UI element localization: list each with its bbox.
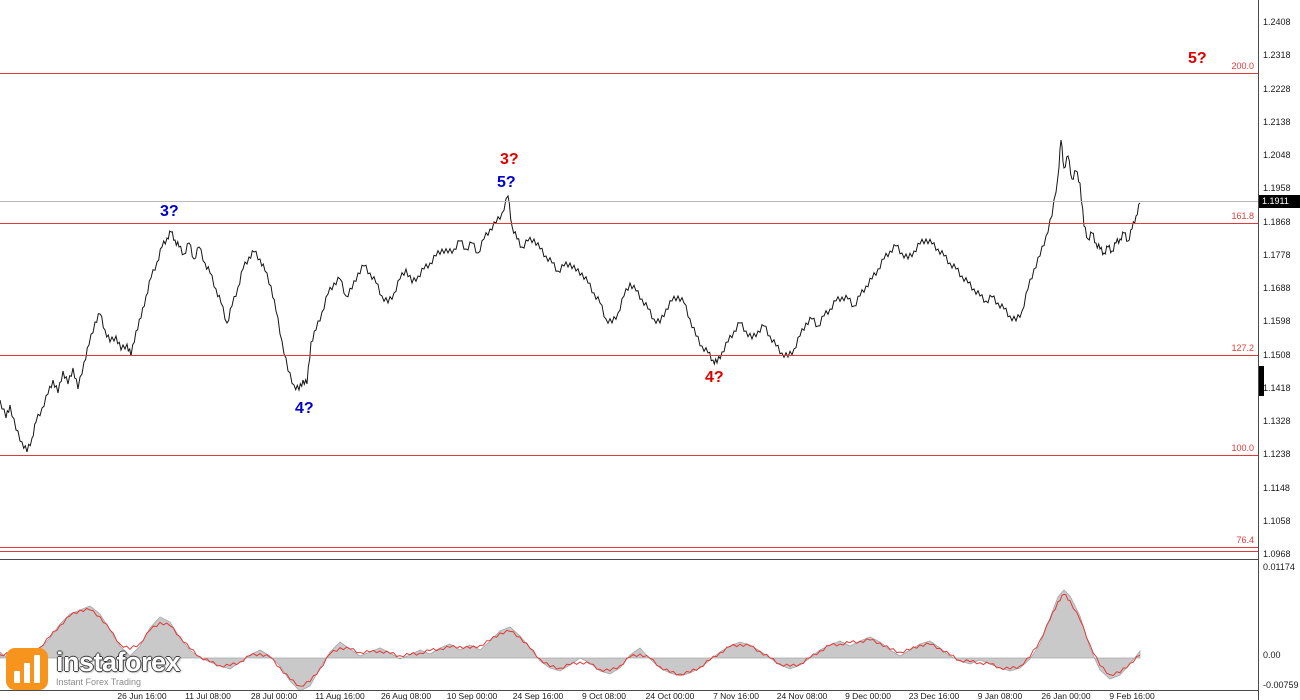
wave-annotation: 3? — [160, 203, 179, 220]
time-axis-tick: 11 Jul 08:00 — [185, 691, 231, 700]
fib-level-line — [0, 455, 1258, 456]
price-axis-tick: 1.2318 — [1263, 50, 1291, 61]
oscillator-signal-line — [0, 593, 1141, 687]
price-axis-tick: 1.2048 — [1263, 150, 1291, 160]
oscillator-area — [0, 589, 1141, 692]
time-axis-tick: 11 Aug 16:00 — [315, 691, 365, 700]
logo-texts: instaforex Instant Forex Trading — [56, 647, 181, 688]
price-axis-tick: 1.0968 — [1263, 549, 1291, 559]
instaforex-logo: instaforex Instant Forex Trading — [6, 647, 181, 690]
wave-annotation: 4? — [705, 369, 724, 386]
wave-annotation: 4? — [295, 400, 314, 417]
chart-canvas[interactable] — [0, 0, 1258, 700]
wave-annotation: 5? — [1188, 50, 1207, 67]
logo-tagline: Instant Forex Trading — [56, 677, 142, 687]
panel-separator — [0, 559, 1300, 560]
time-axis-tick: 28 Jul 00:00 — [250, 691, 298, 700]
oscillator-axis-tick: 0.00 — [1263, 650, 1281, 660]
fib-level-label: 127.2 — [1231, 343, 1254, 353]
wave-annotation: 3? — [500, 151, 519, 168]
fib-level-line — [0, 73, 1258, 74]
time-axis-tick: 7 Nov 16:00 — [713, 691, 759, 700]
time-axis-tick: 26 Jun 16:00 — [117, 691, 167, 700]
time-axis-tick: 24 Nov 08:00 — [776, 691, 828, 700]
price-axis-tick: 1.1148 — [1263, 482, 1290, 493]
fib-level-label: 161.8 — [1231, 211, 1254, 221]
bottom-axis-separator — [0, 690, 1300, 691]
time-axis-tick: 26 Jan 00:00 — [1041, 691, 1091, 700]
time-axis[interactable]: 26 Jun 16:00 11 Jul 08:00 28 Jul 00:00 11 A… — [0, 691, 1258, 700]
price-axis-tick: 1.2138 — [1263, 116, 1291, 127]
axis-marker — [1259, 366, 1264, 396]
fib-level-label: 76.4 — [1236, 535, 1254, 545]
time-axis-tick: 24 Sep 16:00 — [512, 691, 564, 700]
price-series-path — [0, 139, 1141, 453]
oscillator-axis-tick: 0.01174 — [1263, 562, 1295, 572]
current-price-tag: 1.1911 — [1259, 195, 1300, 208]
time-axis-tick: 9 Feb 16:00 — [1109, 691, 1155, 700]
price-axis[interactable]: 1.1911 1.2408 1.2318 1.2228 1.2138 1.2048 1.1… — [1258, 0, 1300, 700]
price-axis-tick: 1.1058 — [1263, 515, 1291, 526]
fib-level-line — [0, 551, 1258, 552]
time-axis-tick: 23 Dec 16:00 — [908, 691, 960, 700]
instaforex-logo-icon — [6, 648, 48, 690]
price-axis-tick: 1.1778 — [1263, 249, 1291, 260]
time-axis-tick: 9 Dec 00:00 — [845, 691, 891, 700]
time-axis-tick: 26 Aug 08:00 — [380, 691, 432, 700]
fib-level-label: 100.0 — [1231, 443, 1254, 453]
fib-level-line — [0, 355, 1258, 356]
price-axis-tick: 1.1418 — [1263, 382, 1291, 393]
price-axis-tick: 1.2408 — [1263, 17, 1291, 27]
price-axis-tick: 1.1238 — [1263, 449, 1291, 460]
price-axis-tick: 1.1868 — [1263, 216, 1291, 227]
current-price-line — [0, 201, 1258, 202]
price-axis-tick: 1.1328 — [1263, 416, 1291, 426]
price-axis-tick: 1.1598 — [1263, 316, 1291, 327]
oscillator-axis-tick: -0.00759 — [1263, 680, 1299, 690]
fib-level-label: 200.0 — [1231, 61, 1254, 71]
price-axis-tick: 1.2228 — [1263, 83, 1291, 94]
logo-brand-name: instaforex — [56, 647, 181, 677]
time-axis-tick: 9 Jan 08:00 — [977, 691, 1023, 700]
price-axis-tick: 1.1958 — [1263, 183, 1291, 194]
time-axis-tick: 24 Oct 00:00 — [645, 691, 695, 700]
time-axis-tick: 9 Oct 08:00 — [582, 691, 626, 700]
chart-plot-area[interactable]: 200.0 161.8 127.2 100.0 76.4 5? 3? 5? 3? 4? 4? — [0, 0, 1258, 700]
fib-level-line — [0, 547, 1258, 548]
time-axis-tick: 10 Sep 00:00 — [446, 691, 498, 700]
wave-annotation: 5? — [497, 174, 516, 191]
fib-level-line — [0, 223, 1258, 224]
price-axis-tick: 1.1688 — [1263, 283, 1291, 293]
price-axis-tick: 1.1508 — [1263, 349, 1291, 360]
